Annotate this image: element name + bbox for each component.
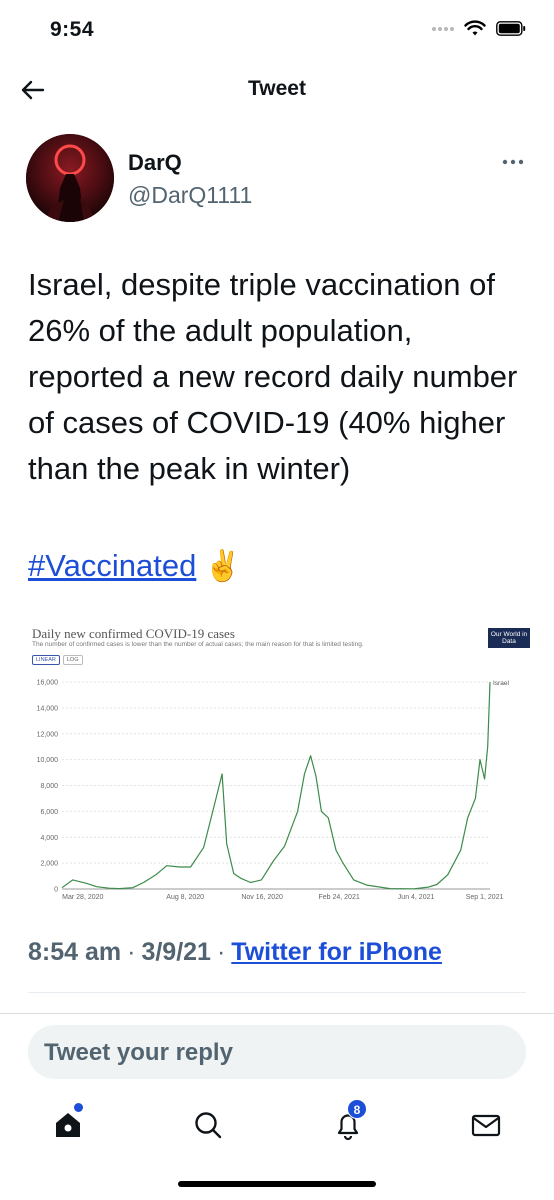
chart-y-tick-label: 6,000 bbox=[40, 809, 58, 816]
meta-separator: · bbox=[216, 938, 226, 966]
tweet-meta: 8:54 am · 3/9/21 · Twitter for iPhone bbox=[28, 938, 442, 967]
chart-y-tick-label: 14,000 bbox=[37, 705, 59, 712]
reply-placeholder: Tweet your reply bbox=[44, 1039, 233, 1066]
tab-search[interactable] bbox=[186, 1103, 230, 1147]
chart-x-tick-label: Feb 24, 2021 bbox=[318, 894, 359, 901]
chart-image[interactable]: Daily new confirmed COVID-19 cases The n… bbox=[22, 620, 534, 910]
chart-scale-toggle: LINEAR LOG bbox=[32, 655, 83, 665]
chart-series-label: Israel bbox=[493, 680, 509, 687]
linear-toggle: LINEAR bbox=[32, 655, 60, 665]
chart-y-tick-label: 12,000 bbox=[37, 731, 59, 738]
chart-y-tick-label: 4,000 bbox=[40, 835, 58, 842]
avatar[interactable] bbox=[26, 134, 114, 222]
signal-icon bbox=[432, 26, 454, 31]
home-icon bbox=[56, 1113, 80, 1137]
tweet-text: Israel, despite triple vaccination of 26… bbox=[28, 267, 518, 486]
reply-input[interactable]: Tweet your reply bbox=[28, 1025, 526, 1079]
chart-y-tick-label: 8,000 bbox=[40, 783, 58, 790]
divider bbox=[28, 992, 526, 993]
status-time: 9:54 bbox=[50, 18, 95, 41]
back-arrow-icon bbox=[21, 80, 45, 100]
tweet-source-link[interactable]: Twitter for iPhone bbox=[231, 938, 442, 966]
chart-x-tick-label: Sep 1, 2021 bbox=[466, 894, 504, 901]
tab-notifications[interactable]: 8 bbox=[326, 1099, 370, 1147]
chart-y-tick-label: 10,000 bbox=[37, 757, 59, 764]
chart-series-line bbox=[61, 681, 491, 890]
home-notification-dot bbox=[74, 1103, 83, 1112]
chart-title: Daily new confirmed COVID-19 cases bbox=[32, 626, 235, 641]
more-dots-icon bbox=[502, 159, 524, 165]
search-icon bbox=[195, 1112, 222, 1139]
chart-plot: 0 2,000 4,000 6,000 8,000 10,000 12,000 14,000 1… bbox=[37, 680, 510, 902]
log-toggle: LOG bbox=[62, 655, 83, 665]
mail-icon bbox=[471, 1114, 501, 1137]
victory-hand-emoji: ✌️ bbox=[204, 549, 242, 583]
owid-logo: Our World in Data bbox=[488, 628, 530, 648]
battery-icon bbox=[496, 21, 526, 36]
author-handle[interactable]: @DarQ1111 bbox=[128, 182, 253, 208]
tweet-date: 3/9/21 bbox=[141, 938, 211, 966]
hashtag-link[interactable]: #Vaccinated bbox=[28, 548, 197, 583]
status-bar: 9:54 bbox=[0, 0, 554, 60]
chart-x-tick-label: Mar 28, 2020 bbox=[62, 894, 103, 901]
status-icons bbox=[432, 20, 526, 37]
nav-bar: Tweet bbox=[0, 60, 554, 120]
chart-subtitle: The number of confirmed cases is lower t… bbox=[32, 641, 364, 648]
meta-separator: · bbox=[127, 938, 136, 966]
divider bbox=[0, 1013, 554, 1014]
chart-x-tick-label: Jun 4, 2021 bbox=[398, 894, 435, 901]
tweet-time: 8:54 am bbox=[28, 938, 122, 966]
chart-x-tick-label: Nov 16, 2020 bbox=[241, 894, 283, 901]
back-button[interactable] bbox=[16, 74, 52, 106]
tab-messages[interactable] bbox=[464, 1103, 508, 1147]
home-indicator bbox=[178, 1181, 376, 1187]
chart-x-tick-label: Aug 8, 2020 bbox=[166, 894, 204, 901]
more-options-button[interactable] bbox=[500, 152, 526, 172]
page-title: Tweet bbox=[248, 77, 306, 100]
notifications-badge: 8 bbox=[347, 1099, 367, 1119]
tab-bar: 8 bbox=[0, 1095, 554, 1155]
chart-y-tick-label: 2,000 bbox=[40, 861, 58, 868]
hashtag-line: #Vaccinated ✌️ bbox=[28, 548, 242, 584]
author-display-name[interactable]: DarQ bbox=[128, 150, 182, 175]
chart-y-tick-label: 0 bbox=[54, 887, 58, 894]
wifi-icon bbox=[464, 20, 486, 36]
chart-y-tick-label: 16,000 bbox=[37, 680, 59, 687]
tab-home[interactable] bbox=[46, 1103, 90, 1147]
